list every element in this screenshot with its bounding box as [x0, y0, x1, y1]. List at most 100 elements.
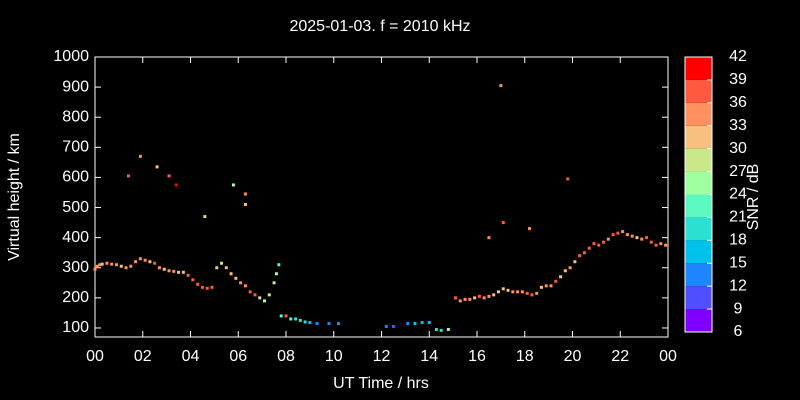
point: [181, 270, 185, 274]
point: [298, 318, 302, 322]
point: [582, 251, 586, 255]
point: [568, 266, 572, 270]
point: [391, 324, 395, 328]
point: [93, 267, 97, 271]
y-tick-label: 300: [62, 259, 89, 276]
point: [528, 227, 532, 231]
point: [267, 293, 271, 297]
point: [468, 297, 472, 301]
point: [520, 290, 524, 294]
color-band: [685, 79, 712, 103]
colorbar-tick-label: 36: [729, 94, 747, 111]
point: [167, 174, 171, 178]
point: [186, 273, 190, 277]
point: [439, 328, 443, 332]
point: [649, 240, 653, 244]
point: [496, 290, 500, 294]
point: [100, 262, 104, 266]
point: [119, 264, 123, 268]
y-tick-label: 900: [62, 78, 89, 95]
point: [243, 192, 247, 196]
colorbar-tick-label: 9: [734, 300, 743, 317]
x-tick-label: 00: [86, 348, 104, 365]
point: [635, 236, 639, 240]
point: [162, 267, 166, 271]
point: [544, 284, 548, 288]
point: [215, 266, 219, 270]
x-tick-label: 18: [516, 348, 534, 365]
x-tick-label: 20: [564, 348, 582, 365]
point: [203, 215, 207, 219]
colorbar-tick-label: 33: [729, 117, 747, 134]
point: [229, 272, 233, 276]
point: [167, 269, 171, 273]
point: [277, 263, 281, 267]
point: [611, 233, 615, 237]
point: [630, 234, 634, 238]
point: [434, 327, 438, 331]
color-band: [685, 217, 712, 241]
point: [616, 231, 620, 235]
point: [303, 320, 307, 324]
point: [606, 237, 610, 241]
y-tick-label: 400: [62, 229, 89, 246]
point: [289, 317, 293, 321]
color-band: [685, 240, 712, 264]
x-tick-label: 02: [134, 348, 152, 365]
color-band: [685, 102, 712, 126]
point: [157, 266, 161, 270]
point: [501, 221, 505, 225]
y-tick-label: 200: [62, 289, 89, 306]
point: [272, 281, 276, 285]
point: [231, 183, 235, 187]
point: [315, 321, 319, 325]
point: [248, 290, 252, 294]
point: [492, 293, 496, 297]
point: [114, 263, 118, 267]
point: [487, 294, 491, 298]
color-band: [685, 57, 712, 80]
point: [384, 324, 388, 328]
point: [327, 321, 331, 325]
point: [98, 263, 102, 267]
color-band: [685, 286, 712, 310]
point: [487, 236, 491, 240]
point: [124, 266, 128, 270]
point: [143, 258, 147, 262]
y-tick-label: 600: [62, 169, 89, 186]
colorbar-tick-label: 21: [729, 209, 747, 226]
point: [279, 314, 283, 318]
point: [477, 294, 481, 298]
point: [463, 297, 467, 301]
point: [126, 174, 130, 178]
point: [525, 291, 529, 295]
point: [645, 236, 649, 240]
point: [337, 321, 341, 325]
point: [243, 284, 247, 288]
y-tick-label: 500: [62, 199, 89, 216]
point: [597, 243, 601, 247]
point: [499, 84, 503, 88]
point: [602, 240, 606, 244]
point: [413, 321, 417, 325]
colorbar-tick-label: 12: [729, 277, 747, 294]
colorbar-tick-label: 39: [729, 71, 747, 88]
point: [664, 243, 668, 247]
point: [258, 296, 262, 300]
point: [308, 321, 312, 325]
colorbar-tick-label: 15: [729, 254, 747, 271]
x-tick-label: 22: [611, 348, 629, 365]
point: [172, 269, 176, 273]
x-tick-label: 04: [182, 348, 200, 365]
y-tick-label: 1000: [53, 48, 89, 65]
point: [243, 203, 247, 207]
point: [239, 281, 243, 285]
point: [148, 260, 152, 264]
color-band: [685, 125, 712, 149]
point: [516, 290, 520, 294]
point: [535, 291, 539, 295]
colorbar-label: SNR / dB: [745, 164, 762, 231]
point: [294, 317, 298, 321]
y-tick-label: 700: [62, 139, 89, 156]
point: [559, 275, 563, 279]
